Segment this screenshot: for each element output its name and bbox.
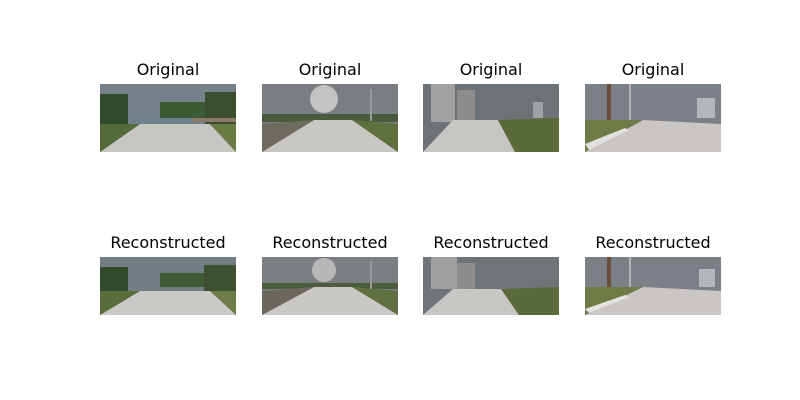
panel-title: Original [459, 60, 523, 79]
original-image-2 [262, 84, 398, 152]
original-image-3 [423, 84, 559, 152]
panel-title: Original [621, 60, 685, 79]
panel-title: Reconstructed [272, 233, 388, 252]
reconstructed-image-3 [423, 257, 559, 315]
panel-title: Original [136, 60, 200, 79]
reconstructed-image-2 [262, 257, 398, 315]
panel-title: Original [298, 60, 362, 79]
reconstructed-image-4 [585, 257, 721, 315]
panel-title: Reconstructed [433, 233, 549, 252]
panel-title: Reconstructed [110, 233, 226, 252]
original-image-4 [585, 84, 721, 152]
reconstructed-image-1 [100, 257, 236, 315]
panel-title: Reconstructed [595, 233, 711, 252]
original-image-1 [100, 84, 236, 152]
